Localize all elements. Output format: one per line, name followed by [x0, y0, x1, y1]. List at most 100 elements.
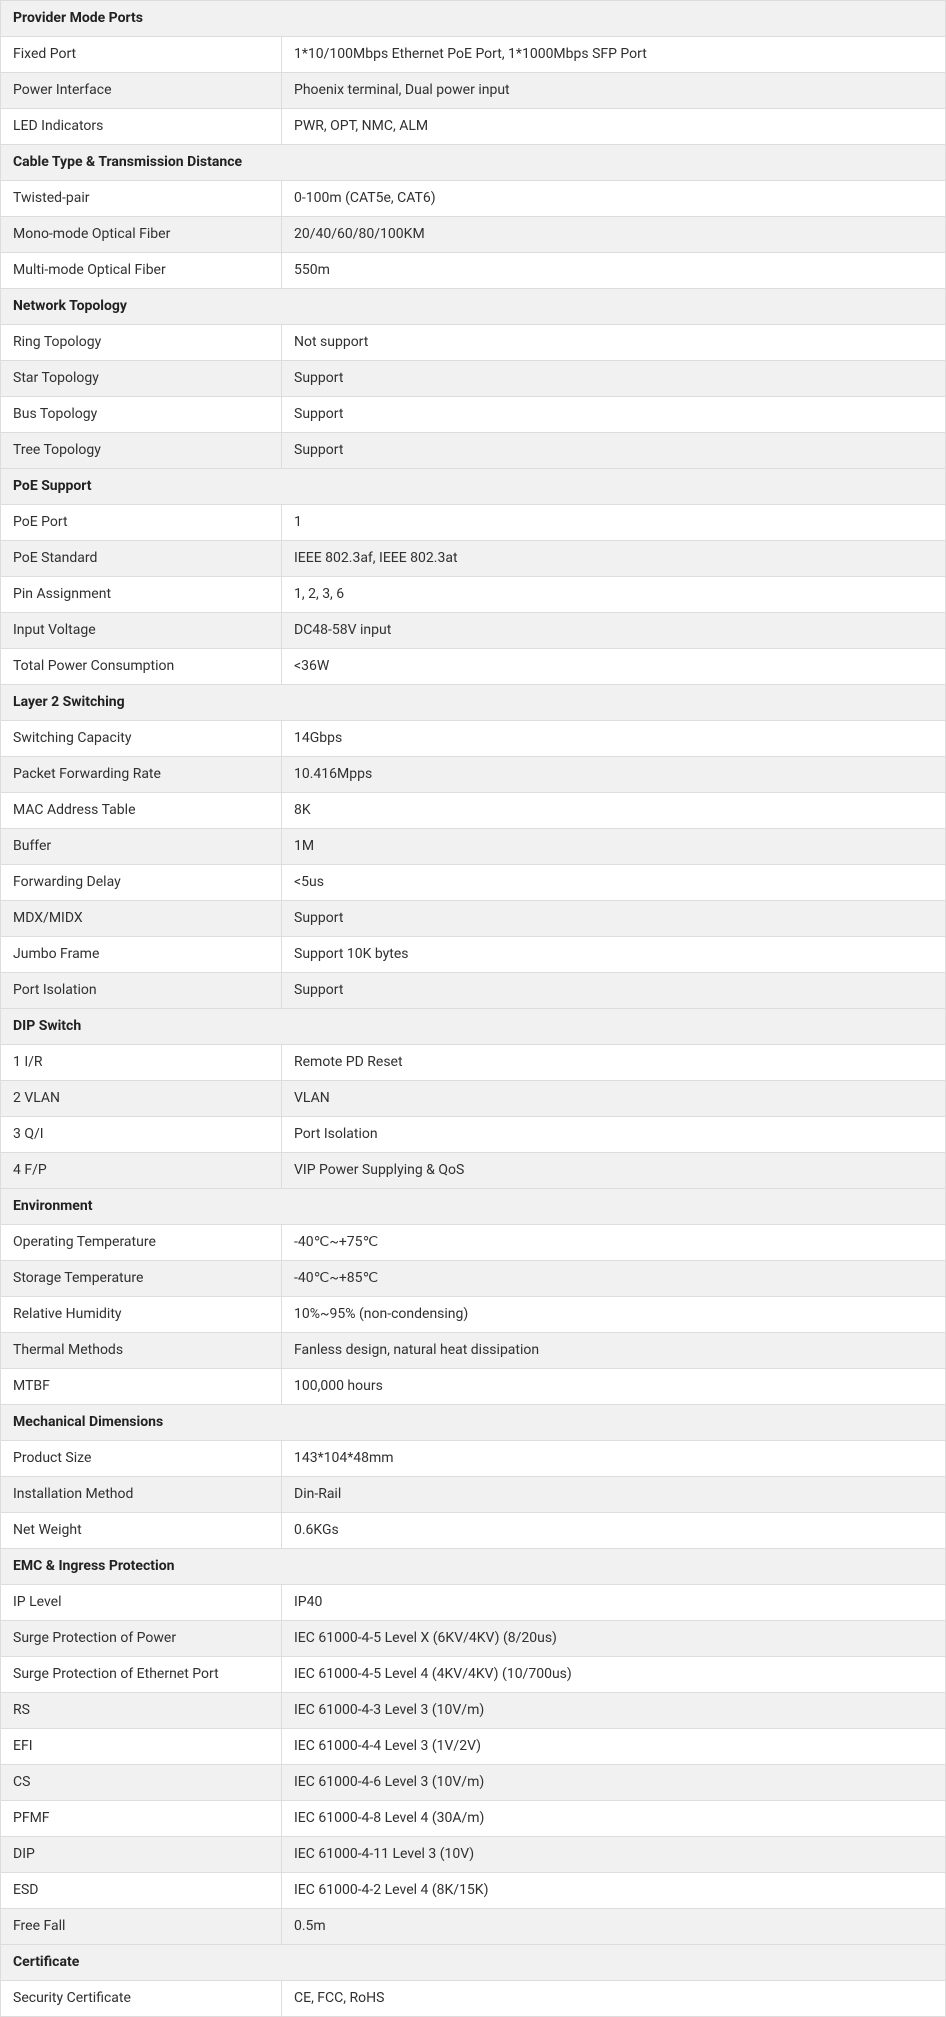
table-row: Ring TopologyNot support [1, 325, 946, 361]
spec-value: Support [282, 901, 946, 937]
spec-value: Not support [282, 325, 946, 361]
spec-value: IEC 61000-4-11 Level 3 (10V) [282, 1837, 946, 1873]
spec-label: PFMF [1, 1801, 282, 1837]
spec-value: IEEE 802.3af, IEEE 802.3at [282, 541, 946, 577]
spec-value: IEC 61000-4-6 Level 3 (10V/m) [282, 1765, 946, 1801]
spec-label: Storage Temperature [1, 1261, 282, 1297]
spec-value: 0-100m (CAT5e, CAT6) [282, 181, 946, 217]
spec-label: Mono-mode Optical Fiber [1, 217, 282, 253]
spec-label: Buffer [1, 829, 282, 865]
section-header-row: Layer 2 Switching [1, 685, 946, 721]
table-row: Jumbo FrameSupport 10K bytes [1, 937, 946, 973]
spec-value: Fanless design, natural heat dissipation [282, 1333, 946, 1369]
spec-value: Support [282, 433, 946, 469]
spec-label: Tree Topology [1, 433, 282, 469]
spec-label: Surge Protection of Power [1, 1621, 282, 1657]
section-header-row: Network Topology [1, 289, 946, 325]
table-row: Star TopologySupport [1, 361, 946, 397]
table-row: MDX/MIDXSupport [1, 901, 946, 937]
section-header-row: DIP Switch [1, 1009, 946, 1045]
spec-value: 10.416Mpps [282, 757, 946, 793]
table-row: Fixed Port 1*10/100Mbps Ethernet PoE Por… [1, 37, 946, 73]
section-title: EMC & Ingress Protection [1, 1549, 946, 1585]
table-row: Pin Assignment1, 2, 3, 6 [1, 577, 946, 613]
spec-label: Relative Humidity [1, 1297, 282, 1333]
spec-label: Fixed Port [1, 37, 282, 73]
table-row: 3 Q/IPort Isolation [1, 1117, 946, 1153]
table-row: Thermal MethodsFanless design, natural h… [1, 1333, 946, 1369]
spec-value: CE, FCC, RoHS [282, 1981, 946, 2017]
table-row: Storage Temperature-40℃~+85℃ [1, 1261, 946, 1297]
table-row: Total Power Consumption<36W [1, 649, 946, 685]
spec-label: Installation Method [1, 1477, 282, 1513]
spec-value: IEC 61000-4-5 Level X (6KV/4KV) (8/20us) [282, 1621, 946, 1657]
spec-value: 8K [282, 793, 946, 829]
spec-label: Security Certificate [1, 1981, 282, 2017]
spec-label: EFI [1, 1729, 282, 1765]
spec-value: 1 [282, 505, 946, 541]
spec-label: Surge Protection of Ethernet Port [1, 1657, 282, 1693]
table-row: Input Voltage DC48-58V input [1, 613, 946, 649]
spec-value: Phoenix terminal, Dual power input [282, 73, 946, 109]
spec-value: 0.6KGs [282, 1513, 946, 1549]
spec-label: Ring Topology [1, 325, 282, 361]
spec-label: PoE Port [1, 505, 282, 541]
spec-label: Jumbo Frame [1, 937, 282, 973]
spec-label: 4 F/P [1, 1153, 282, 1189]
specification-table: Provider Mode PortsFixed Port 1*10/100Mb… [0, 0, 946, 2017]
table-row: Relative Humidity10%~95% (non-condensing… [1, 1297, 946, 1333]
spec-value: IEC 61000-4-4 Level 3 (1V/2V) [282, 1729, 946, 1765]
table-row: PoE Port1 [1, 505, 946, 541]
spec-value: Support [282, 361, 946, 397]
table-row: Mono-mode Optical Fiber20/40/60/80/100KM [1, 217, 946, 253]
spec-label: Thermal Methods [1, 1333, 282, 1369]
spec-label: Multi-mode Optical Fiber [1, 253, 282, 289]
section-title: Layer 2 Switching [1, 685, 946, 721]
section-header-row: Provider Mode Ports [1, 1, 946, 37]
table-row: LED IndicatorsPWR, OPT, NMC, ALM [1, 109, 946, 145]
spec-label: MAC Address Table [1, 793, 282, 829]
section-title: Network Topology [1, 289, 946, 325]
spec-value: Support [282, 397, 946, 433]
spec-label: Forwarding Delay [1, 865, 282, 901]
spec-label: Product Size [1, 1441, 282, 1477]
table-row: Surge Protection of Ethernet PortIEC 610… [1, 1657, 946, 1693]
table-row: Surge Protection of PowerIEC 61000-4-5 L… [1, 1621, 946, 1657]
table-row: Bus TopologySupport [1, 397, 946, 433]
table-row: Security CertificateCE, FCC, RoHS [1, 1981, 946, 2017]
spec-label: 3 Q/I [1, 1117, 282, 1153]
spec-label: Packet Forwarding Rate [1, 757, 282, 793]
table-row: RSIEC 61000-4-3 Level 3 (10V/m) [1, 1693, 946, 1729]
spec-label: Switching Capacity [1, 721, 282, 757]
table-row: MAC Address Table8K [1, 793, 946, 829]
spec-value: <5us [282, 865, 946, 901]
table-row: Multi-mode Optical Fiber550m [1, 253, 946, 289]
spec-label: Free Fall [1, 1909, 282, 1945]
table-row: Tree TopologySupport [1, 433, 946, 469]
table-row: Installation MethodDin-Rail [1, 1477, 946, 1513]
table-row: MTBF100,000 hours [1, 1369, 946, 1405]
spec-value: Support 10K bytes [282, 937, 946, 973]
table-row: Packet Forwarding Rate10.416Mpps [1, 757, 946, 793]
spec-label: 1 I/R [1, 1045, 282, 1081]
spec-value: Support [282, 973, 946, 1009]
section-header-row: Certificate [1, 1945, 946, 1981]
section-header-row: EMC & Ingress Protection [1, 1549, 946, 1585]
table-row: IP LevelIP40 [1, 1585, 946, 1621]
spec-value: 143*104*48mm [282, 1441, 946, 1477]
spec-label: Port Isolation [1, 973, 282, 1009]
spec-value: Remote PD Reset [282, 1045, 946, 1081]
spec-value: IP40 [282, 1585, 946, 1621]
table-row: Power InterfacePhoenix terminal, Dual po… [1, 73, 946, 109]
spec-label: Twisted-pair [1, 181, 282, 217]
spec-label: Total Power Consumption [1, 649, 282, 685]
spec-value: PWR, OPT, NMC, ALM [282, 109, 946, 145]
spec-label: MTBF [1, 1369, 282, 1405]
table-row: Forwarding Delay<5us [1, 865, 946, 901]
table-row: Free Fall0.5m [1, 1909, 946, 1945]
table-row: Twisted-pair0-100m (CAT5e, CAT6) [1, 181, 946, 217]
section-title: Certificate [1, 1945, 946, 1981]
table-row: PFMFIEC 61000-4-8 Level 4 (30A/m) [1, 1801, 946, 1837]
spec-value: IEC 61000-4-5 Level 4 (4KV/4KV) (10/700u… [282, 1657, 946, 1693]
spec-label: Bus Topology [1, 397, 282, 433]
